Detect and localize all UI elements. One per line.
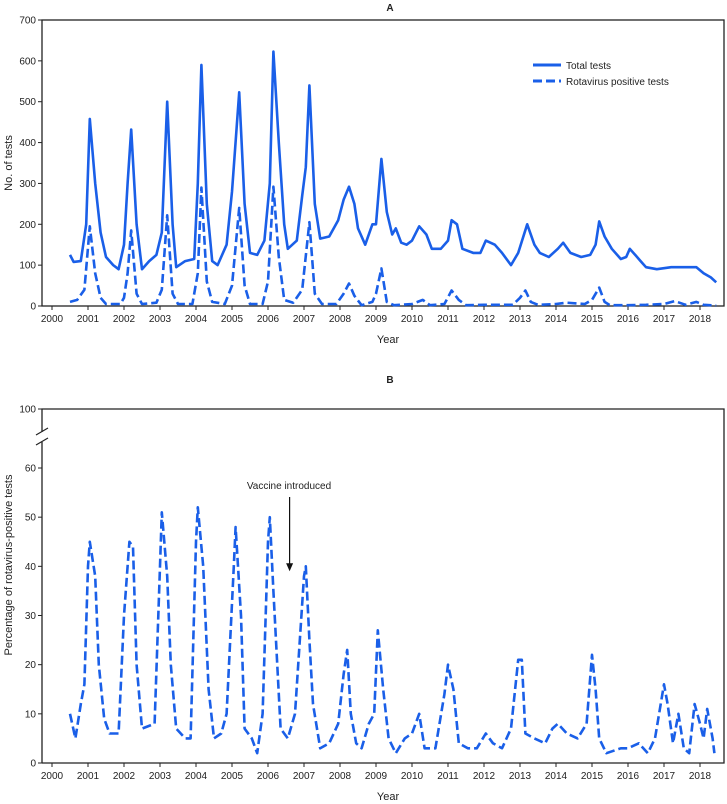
- legend-rotavirus-positive: Rotavirus positive tests: [566, 77, 669, 88]
- panel-b-title: B: [386, 375, 393, 386]
- vaccine-arrow-head: [286, 563, 294, 572]
- x-tick-label: 2003: [149, 314, 172, 325]
- x-tick-label: 2007: [293, 771, 316, 782]
- y-tick-label: 100: [19, 405, 36, 416]
- x-tick-label: 2006: [257, 771, 280, 782]
- x-tick-label: 2017: [653, 771, 676, 782]
- y-tick-label: 40: [25, 562, 37, 573]
- x-tick-label: 2002: [113, 314, 136, 325]
- panel-a-legend: Total tests Rotavirus positive tests: [533, 61, 669, 88]
- x-tick-label: 2017: [653, 314, 676, 325]
- x-tick-label: 2006: [257, 314, 280, 325]
- x-tick-label: 2013: [509, 314, 532, 325]
- x-tick-label: 2012: [473, 771, 496, 782]
- panel-a: A No. of tests Year Total tests Rotaviru…: [3, 3, 725, 346]
- y-tick-label: 20: [25, 660, 37, 671]
- x-tick-label: 2009: [365, 314, 388, 325]
- y-tick-label: 0: [30, 759, 36, 770]
- y-tick-label: 30: [25, 611, 37, 622]
- y-tick-label: 10: [25, 709, 37, 720]
- y-tick-label: 700: [19, 16, 36, 27]
- vaccine-annotation: Vaccine introduced: [247, 481, 331, 492]
- x-tick-label: 2000: [41, 771, 64, 782]
- y-tick-label: 300: [19, 179, 36, 190]
- x-tick-label: 2005: [221, 314, 244, 325]
- y-tick-label: 60: [25, 464, 37, 475]
- x-tick-label: 2010: [401, 314, 424, 325]
- panel-a-title: A: [386, 3, 393, 14]
- x-tick-label: 2005: [221, 771, 244, 782]
- x-tick-label: 2018: [689, 314, 712, 325]
- x-tick-label: 2002: [113, 771, 136, 782]
- y-tick-label: 400: [19, 138, 36, 149]
- plot-frame: [41, 19, 725, 307]
- x-tick-label: 2008: [329, 771, 352, 782]
- x-tick-label: 2015: [581, 314, 604, 325]
- series-line-rotavirus-positive-tests: [69, 185, 717, 307]
- panel-a-x-axis-label: Year: [377, 334, 400, 346]
- panel-b: B Percentage of rotavirus-positive tests…: [3, 375, 725, 803]
- panel-a-y-axis-label: No. of tests: [3, 135, 15, 191]
- x-tick-label: 2004: [185, 314, 208, 325]
- x-tick-label: 2015: [581, 771, 604, 782]
- x-tick-label: 2016: [617, 771, 640, 782]
- legend-total-tests: Total tests: [566, 61, 611, 72]
- x-tick-label: 2003: [149, 771, 172, 782]
- series-line-percentage-of-rotavirus-positive-tests: [68, 506, 716, 755]
- axis-break-mark: [35, 427, 49, 436]
- x-tick-label: 2000: [41, 314, 64, 325]
- y-tick-label: 200: [19, 220, 36, 231]
- x-tick-label: 2004: [185, 771, 208, 782]
- plot-frame: [41, 408, 725, 764]
- panel-b-y-axis-label: Percentage of rotavirus-positive tests: [3, 474, 15, 655]
- x-tick-label: 2016: [617, 314, 640, 325]
- x-tick-label: 2011: [437, 771, 459, 782]
- x-tick-label: 2001: [77, 771, 100, 782]
- x-tick-label: 2007: [293, 314, 316, 325]
- x-tick-label: 2013: [509, 771, 532, 782]
- x-tick-label: 2008: [329, 314, 352, 325]
- y-tick-label: 0: [30, 302, 36, 313]
- x-tick-label: 2012: [473, 314, 496, 325]
- x-tick-label: 2018: [689, 771, 712, 782]
- x-tick-label: 2011: [437, 314, 459, 325]
- axis-break-mark: [35, 437, 49, 446]
- panel-b-x-axis-label: Year: [377, 791, 400, 803]
- y-tick-label: 600: [19, 56, 36, 67]
- x-tick-label: 2014: [545, 314, 568, 325]
- y-tick-label: 100: [19, 261, 36, 272]
- series-line-total-tests: [68, 50, 718, 284]
- y-tick-label: 500: [19, 97, 36, 108]
- x-tick-label: 2009: [365, 771, 388, 782]
- x-tick-label: 2014: [545, 771, 568, 782]
- x-tick-label: 2010: [401, 771, 424, 782]
- y-tick-label: 50: [25, 513, 37, 524]
- x-tick-label: 2001: [77, 314, 100, 325]
